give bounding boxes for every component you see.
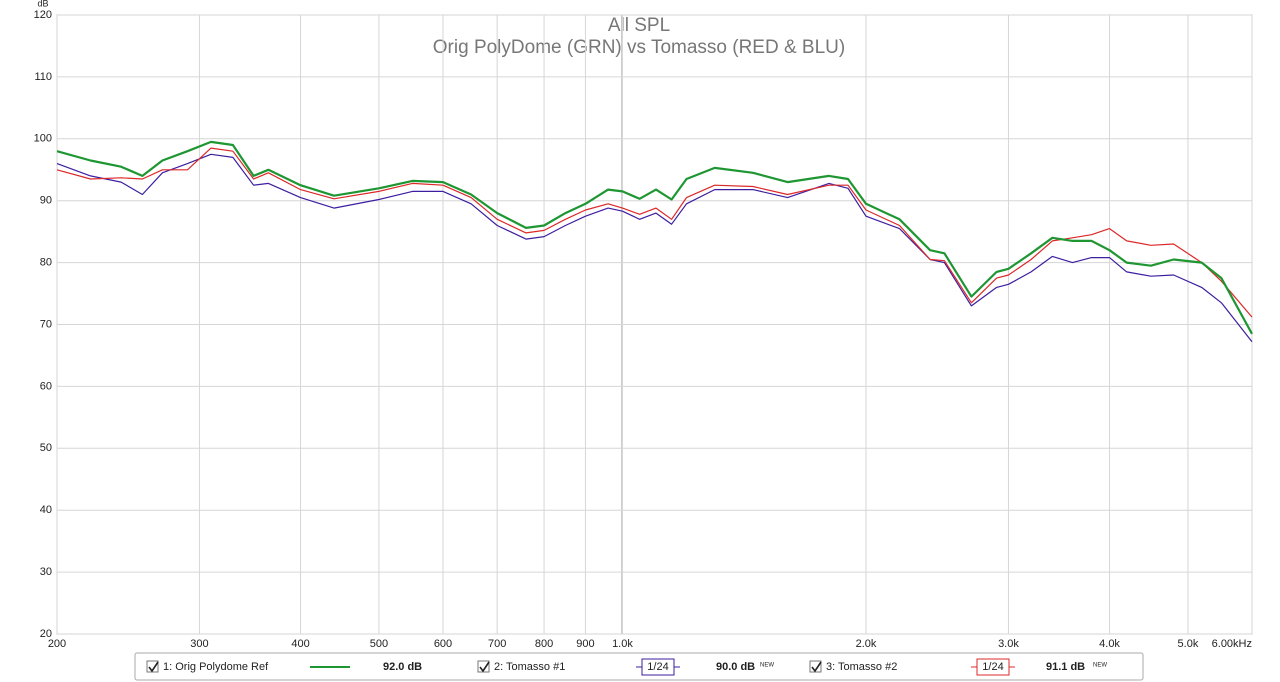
legend-readout: 92.0 dB (383, 661, 422, 673)
legend-checkbox[interactable] (477, 660, 490, 673)
x-tick-label: 4.0k (1099, 638, 1120, 650)
legend-readout: 91.1 dB (1046, 661, 1085, 673)
y-tick-label: 120 (34, 9, 52, 21)
x-tick-label: 5.0k (1178, 638, 1199, 650)
y-tick-label: 60 (40, 380, 52, 392)
x-tick-label: 2.0k (856, 638, 877, 650)
y-tick-label: 80 (40, 257, 52, 269)
y-tick-label: 90 (40, 195, 52, 207)
legend-label: 2: Tomasso #1 (494, 661, 565, 673)
y-tick-label: 30 (40, 566, 52, 578)
x-tick-label: 500 (370, 638, 388, 650)
x-tick-label: 400 (291, 638, 309, 650)
chart-subtitle: Orig PolyDome (GRN) vs Tomasso (RED & BL… (433, 37, 845, 58)
x-tick-label: 6.00kHz (1212, 638, 1252, 650)
y-axis-label: dB (37, 0, 48, 8)
y-tick-label: 40 (40, 504, 52, 516)
x-tick-label: 600 (434, 638, 452, 650)
smoothing-box[interactable] (976, 658, 1010, 676)
legend-badge: NEW (1093, 663, 1107, 669)
legend-check (811, 661, 822, 673)
chart-title: All SPL (608, 15, 670, 36)
x-tick-label: 800 (535, 638, 553, 650)
smoothing-label: 1/24 (647, 661, 668, 673)
series-line (56, 147, 1253, 318)
series-line (56, 153, 1253, 343)
y-tick-label: 50 (40, 442, 52, 454)
legend-label: 3: Tomasso #2 (826, 661, 897, 673)
legend-checkbox[interactable] (809, 660, 822, 673)
legend-label: 1: Orig Polydome Ref (163, 661, 269, 673)
x-tick-label: 700 (488, 638, 506, 650)
smoothing-label: 1/24 (982, 661, 1003, 673)
legend-check (148, 661, 159, 673)
y-tick-label: 70 (40, 318, 52, 330)
y-tick-label: 20 (40, 628, 52, 640)
series-line (56, 140, 1253, 335)
x-tick-label: 1.0k (612, 638, 633, 650)
x-tick-label: 200 (48, 638, 66, 650)
smoothing-box[interactable] (641, 658, 675, 676)
y-tick-label: 110 (34, 71, 52, 83)
legend-checkbox[interactable] (146, 660, 159, 673)
legend-readout: 90.0 dB (716, 661, 755, 673)
x-tick-label: 3.0k (998, 638, 1019, 650)
x-tick-label: 300 (190, 638, 208, 650)
x-tick-label: 900 (576, 638, 594, 650)
legend-check (479, 661, 490, 673)
legend-badge: NEW (760, 663, 774, 669)
y-tick-label: 100 (34, 133, 52, 145)
